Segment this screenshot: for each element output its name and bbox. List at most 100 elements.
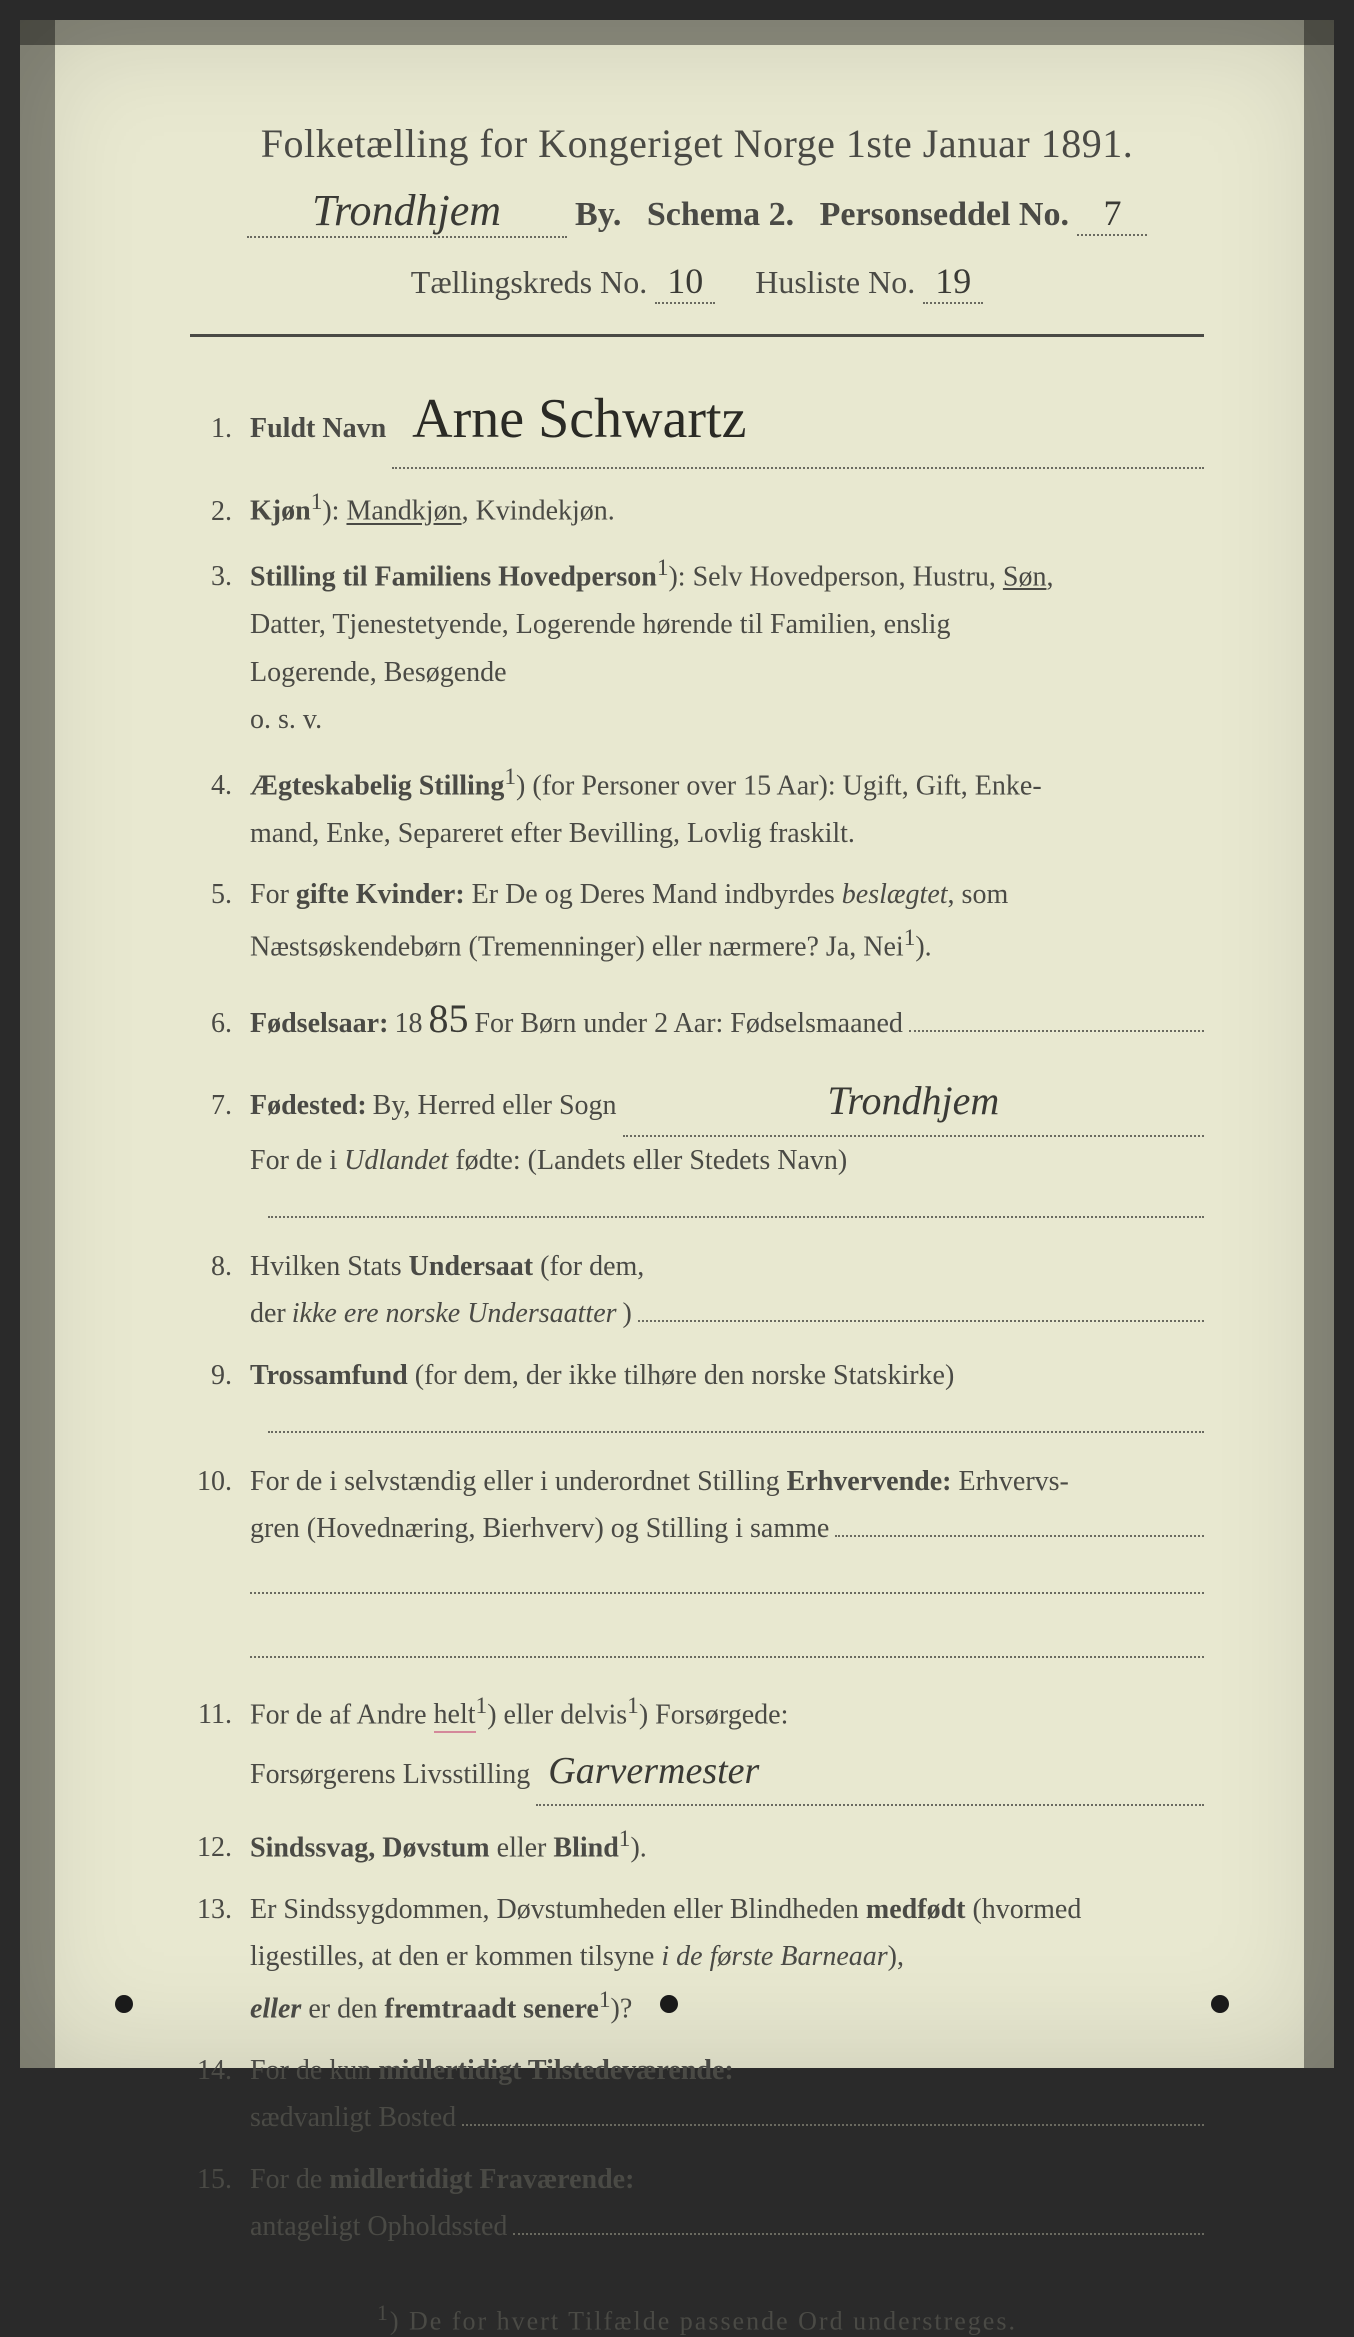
sup: 1 bbox=[476, 1693, 488, 1719]
dotted-line bbox=[513, 2233, 1204, 2235]
opt-helt: helt bbox=[434, 1699, 476, 1733]
text: For de af Andre bbox=[250, 1699, 434, 1730]
text: der bbox=[250, 1290, 286, 1338]
row-num: 14. bbox=[190, 2047, 250, 2095]
dotted-line bbox=[835, 1535, 1204, 1537]
shadow-right bbox=[1304, 20, 1334, 2068]
sup: 1 bbox=[657, 555, 669, 581]
row-4: 4. Ægteskabelig Stilling1) (for Personer… bbox=[190, 758, 1204, 858]
dotted-line bbox=[250, 1624, 1204, 1658]
value-name: Arne Schwartz bbox=[392, 372, 1204, 469]
text-italic: i de første Barneaar bbox=[661, 1941, 887, 1972]
value-year: 85 bbox=[428, 985, 468, 1053]
divider bbox=[190, 334, 1204, 337]
sup: 1 bbox=[504, 764, 516, 790]
text: For bbox=[250, 879, 296, 910]
punch-mark-icon bbox=[660, 1995, 678, 2013]
text: For de i selvstændig eller i underordnet… bbox=[250, 1466, 787, 1497]
label-trossamfund: Trossamfund bbox=[250, 1360, 408, 1391]
text: For de kun bbox=[250, 2055, 378, 2086]
value-fodested: Trondhjem bbox=[623, 1067, 1204, 1137]
label-undersaat: Undersaat bbox=[409, 1251, 533, 1282]
row-num: 7. bbox=[190, 1082, 250, 1130]
label-sindssvag: Sindssvag, Døvstum bbox=[250, 1832, 490, 1863]
text: Datter, Tjenestetyende, Logerende hørend… bbox=[250, 601, 1204, 649]
row-num: 9. bbox=[190, 1352, 250, 1400]
text: ). bbox=[915, 931, 931, 962]
row-13: 13. Er Sindssygdommen, Døvstumheden elle… bbox=[190, 1886, 1204, 2033]
row-2: 2. Kjøn1): Mandkjøn, Kvindekjøn. bbox=[190, 483, 1204, 535]
row-9: 9. Trossamfund (for dem, der ikke tilhør… bbox=[190, 1352, 1204, 1400]
suffix: ): bbox=[668, 561, 685, 592]
text: ) eller delvis bbox=[487, 1699, 627, 1730]
label-fremtraadt: fremtraadt senere bbox=[385, 1993, 599, 2024]
personseddel-label: Personseddel No. bbox=[820, 196, 1069, 233]
text: antageligt Opholdssted bbox=[250, 2203, 507, 2251]
row-num: 1. bbox=[190, 405, 250, 453]
text: ). bbox=[630, 1832, 646, 1863]
label-fodested: Fødested: bbox=[250, 1082, 367, 1130]
city-label: By. bbox=[575, 196, 621, 233]
text: , bbox=[1046, 561, 1053, 592]
text: ligestilles, at den er kommen tilsyne bbox=[250, 1941, 661, 1972]
text: eller bbox=[490, 1832, 554, 1863]
row-1: 1. Fuldt Navn Arne Schwartz bbox=[190, 372, 1204, 469]
text: fødte: (Landets eller Stedets Navn) bbox=[448, 1145, 847, 1176]
opt-kvindekjon: Kvindekjøn. bbox=[476, 496, 615, 527]
label-stilling: Stilling til Familiens Hovedperson bbox=[250, 561, 657, 592]
kreds-no: 10 bbox=[655, 260, 715, 304]
row-num: 11. bbox=[190, 1691, 250, 1739]
text-italic: Udlandet bbox=[344, 1145, 448, 1176]
row-num: 2. bbox=[190, 488, 250, 536]
header-line-2: Trondhjem By. Schema 2. Personseddel No.… bbox=[190, 185, 1204, 238]
dotted-spacer bbox=[190, 1198, 1204, 1222]
shadow-left bbox=[20, 20, 55, 2068]
text: Selv Hovedperson, Hustru, bbox=[686, 561, 1003, 592]
row-num: 10. bbox=[190, 1458, 250, 1506]
text: Logerende, Besøgende bbox=[250, 649, 1204, 697]
label-blind: Blind bbox=[553, 1832, 618, 1863]
text-italic: eller bbox=[250, 1993, 301, 2024]
row-3: 3. Stilling til Familiens Hovedperson1):… bbox=[190, 549, 1204, 744]
text-italic: beslægtet bbox=[842, 879, 948, 910]
row-num: 5. bbox=[190, 871, 250, 919]
shadow-top bbox=[20, 20, 1334, 45]
row-num: 13. bbox=[190, 1886, 250, 1934]
sup: 1 bbox=[619, 1826, 631, 1852]
text: ) Forsørgede: bbox=[639, 1699, 789, 1730]
opt-son: Søn bbox=[1003, 561, 1047, 592]
text: (hvormed bbox=[965, 1894, 1081, 1925]
page-title: Folketælling for Kongeriget Norge 1ste J… bbox=[190, 120, 1204, 167]
husliste-label: Husliste No. bbox=[755, 264, 915, 300]
text: ), bbox=[888, 1941, 904, 1972]
row-10: 10. For de i selvstændig eller i underor… bbox=[190, 1458, 1204, 1674]
dotted-spacer bbox=[190, 1413, 1204, 1437]
header-line-3: Tællingskreds No. 10 Husliste No. 19 bbox=[190, 260, 1204, 304]
text: For de i bbox=[250, 1145, 344, 1176]
suffix: ) bbox=[516, 770, 525, 801]
sup: 1 bbox=[904, 925, 916, 951]
value-forsorger: Garvermester bbox=[536, 1739, 1204, 1806]
row-num: 15. bbox=[190, 2156, 250, 2204]
label-fodselsaar: Fødselsaar: bbox=[250, 1000, 388, 1048]
husliste-no: 19 bbox=[923, 260, 983, 304]
text: Er Sindssygdommen, Døvstumheden eller Bl… bbox=[250, 1894, 866, 1925]
text: Erhvervs- bbox=[951, 1466, 1068, 1497]
row-15: 15. For de midlertidigt Fraværende: anta… bbox=[190, 2156, 1204, 2251]
label-gifte: gifte Kvinder: bbox=[296, 879, 465, 910]
label-medfodt: medfødt bbox=[866, 1894, 966, 1925]
text: (for dem, der ikke tilhøre den norske St… bbox=[415, 1360, 955, 1391]
text: sædvanligt Bosted bbox=[250, 2094, 456, 2142]
census-form-page: Folketælling for Kongeriget Norge 1ste J… bbox=[20, 20, 1334, 2068]
dotted-line bbox=[462, 2124, 1204, 2126]
row-num: 12. bbox=[190, 1824, 250, 1872]
sup: 1 bbox=[627, 1693, 639, 1719]
label-erhverv: Erhvervende: bbox=[787, 1466, 952, 1497]
row-6: 6. Fødselsaar: 1885 For Børn under 2 Aar… bbox=[190, 985, 1204, 1053]
dotted-line bbox=[909, 1030, 1204, 1032]
row-5: 5. For gifte Kvinder: Er De og Deres Man… bbox=[190, 871, 1204, 971]
text: gren (Hovednæring, Bierhverv) og Stillin… bbox=[250, 1505, 829, 1553]
text: 18 bbox=[394, 1000, 422, 1048]
text: Er De og Deres Mand indbyrdes bbox=[465, 879, 842, 910]
label-kjon: Kjøn bbox=[250, 496, 311, 527]
